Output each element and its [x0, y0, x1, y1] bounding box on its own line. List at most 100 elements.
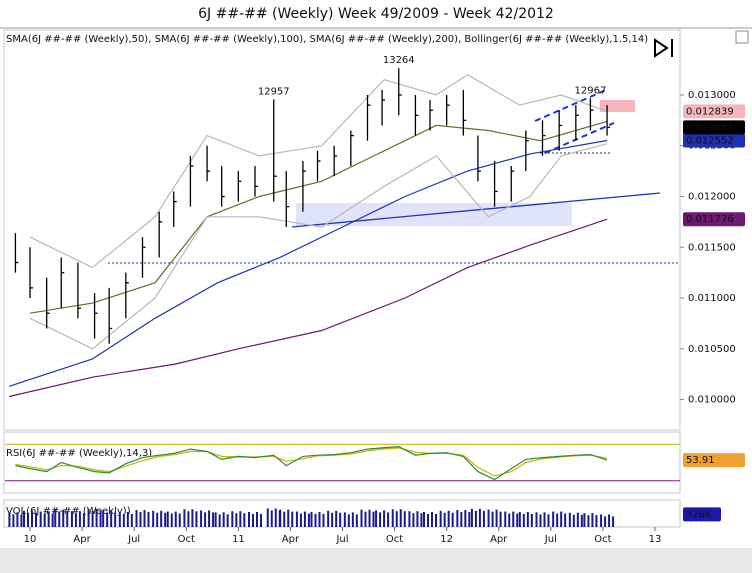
volume-bar	[310, 511, 313, 527]
volume-bar	[260, 513, 262, 527]
volume-bar	[147, 512, 150, 527]
volume-bar	[572, 514, 575, 527]
volume-bar	[307, 513, 310, 527]
volume-bar	[82, 513, 85, 527]
volume-bar	[12, 514, 15, 527]
volume-bar	[568, 512, 571, 527]
volume-bar	[248, 511, 250, 527]
volume-bar	[412, 513, 415, 527]
volume-bar	[122, 513, 125, 527]
volume-bar	[564, 513, 567, 527]
last-value-label: 0.012839	[686, 106, 734, 117]
volume-bar	[516, 513, 519, 527]
volume-bar	[499, 511, 502, 527]
volume-bar	[299, 513, 302, 527]
volume-bar	[474, 510, 477, 527]
settings-icon[interactable]	[735, 30, 749, 44]
volume-bar	[535, 512, 538, 527]
y-tick-label: 0.011000	[688, 293, 736, 304]
indicator-line	[29, 143, 608, 350]
volume-bar	[266, 508, 269, 527]
rsi-value-label-box	[683, 453, 745, 468]
volume-bar	[420, 513, 423, 527]
channel-bottom	[544, 122, 615, 154]
volume-bar	[95, 508, 98, 527]
footer-band	[0, 548, 752, 573]
x-tick-label: Jul	[335, 534, 348, 545]
volume-bar	[106, 512, 109, 527]
volume-bar	[74, 513, 77, 527]
volume-bar	[70, 511, 73, 527]
y-tick-label: 0.012000	[688, 191, 736, 202]
volume-bar	[347, 514, 350, 527]
volume-bar	[130, 513, 133, 527]
y-tick-label: 0.010500	[688, 344, 736, 355]
volume-value-label: 326K	[686, 509, 712, 520]
indicator-line	[29, 120, 608, 314]
volume-bar	[595, 515, 598, 527]
volume-bar	[547, 514, 550, 527]
volume-bar	[174, 511, 177, 527]
volume-bar	[195, 511, 198, 527]
volume-bar	[287, 509, 290, 527]
volume-bar	[164, 512, 167, 527]
volume-bar	[58, 511, 61, 527]
volume-bar	[143, 510, 146, 527]
volume-bar	[355, 514, 358, 527]
volume-bar	[368, 509, 371, 527]
peak-label: 13264	[383, 55, 415, 66]
volume-bar	[318, 511, 321, 527]
volume-bar	[383, 510, 386, 527]
volume-bar	[543, 512, 546, 527]
x-tick-label: Oct	[594, 534, 611, 545]
volume-bar	[439, 510, 442, 527]
volume-bar	[322, 513, 325, 527]
volume-bar	[187, 511, 190, 527]
volume-bar	[423, 511, 425, 527]
volume-bar	[372, 511, 375, 527]
volume-bar	[447, 510, 450, 527]
volume-bar	[431, 511, 433, 527]
volume-bar	[539, 514, 542, 527]
resistance-box	[600, 100, 635, 112]
volume-bar	[587, 515, 590, 527]
volume-bar	[8, 512, 11, 527]
volume-value-box	[683, 507, 721, 522]
volume-bar	[335, 510, 338, 527]
play-icon[interactable]	[654, 38, 673, 58]
volume-bar	[214, 512, 217, 527]
volume-bar	[20, 514, 23, 527]
volume-bar	[252, 513, 254, 527]
volume-bar	[552, 511, 555, 527]
volume-bar	[364, 511, 367, 527]
last-close-label: 0.012681	[686, 122, 734, 133]
volume-bar	[491, 511, 494, 527]
volume-bar	[460, 512, 463, 527]
volume-bar	[470, 508, 473, 527]
volume-bar	[427, 513, 429, 527]
y-tick-label: 0.013000	[688, 90, 736, 101]
volume-bar	[170, 513, 173, 527]
volume-bar	[556, 513, 559, 527]
volume-bar	[487, 509, 490, 527]
volume-bar	[62, 509, 65, 527]
volume-bar	[218, 514, 221, 527]
volume-bar	[99, 510, 102, 527]
volume-bar	[239, 511, 242, 527]
last-value-label: 0.012552	[686, 135, 734, 146]
volume-bar	[114, 512, 117, 527]
volume-bar	[512, 511, 515, 527]
volume-bar	[54, 509, 57, 527]
volume-bar	[399, 509, 402, 527]
volume-bar	[495, 509, 498, 527]
volume-bar	[295, 511, 298, 527]
volume-bar	[270, 510, 273, 527]
rsi-panel	[3, 431, 681, 494]
y-tick-label: 0.010000	[688, 395, 736, 406]
indicator-label: VOL(6J ##-## (Weekly))	[6, 506, 131, 517]
volume-bar	[183, 509, 186, 527]
volume-bar	[291, 511, 294, 527]
volume-bar	[339, 512, 342, 527]
